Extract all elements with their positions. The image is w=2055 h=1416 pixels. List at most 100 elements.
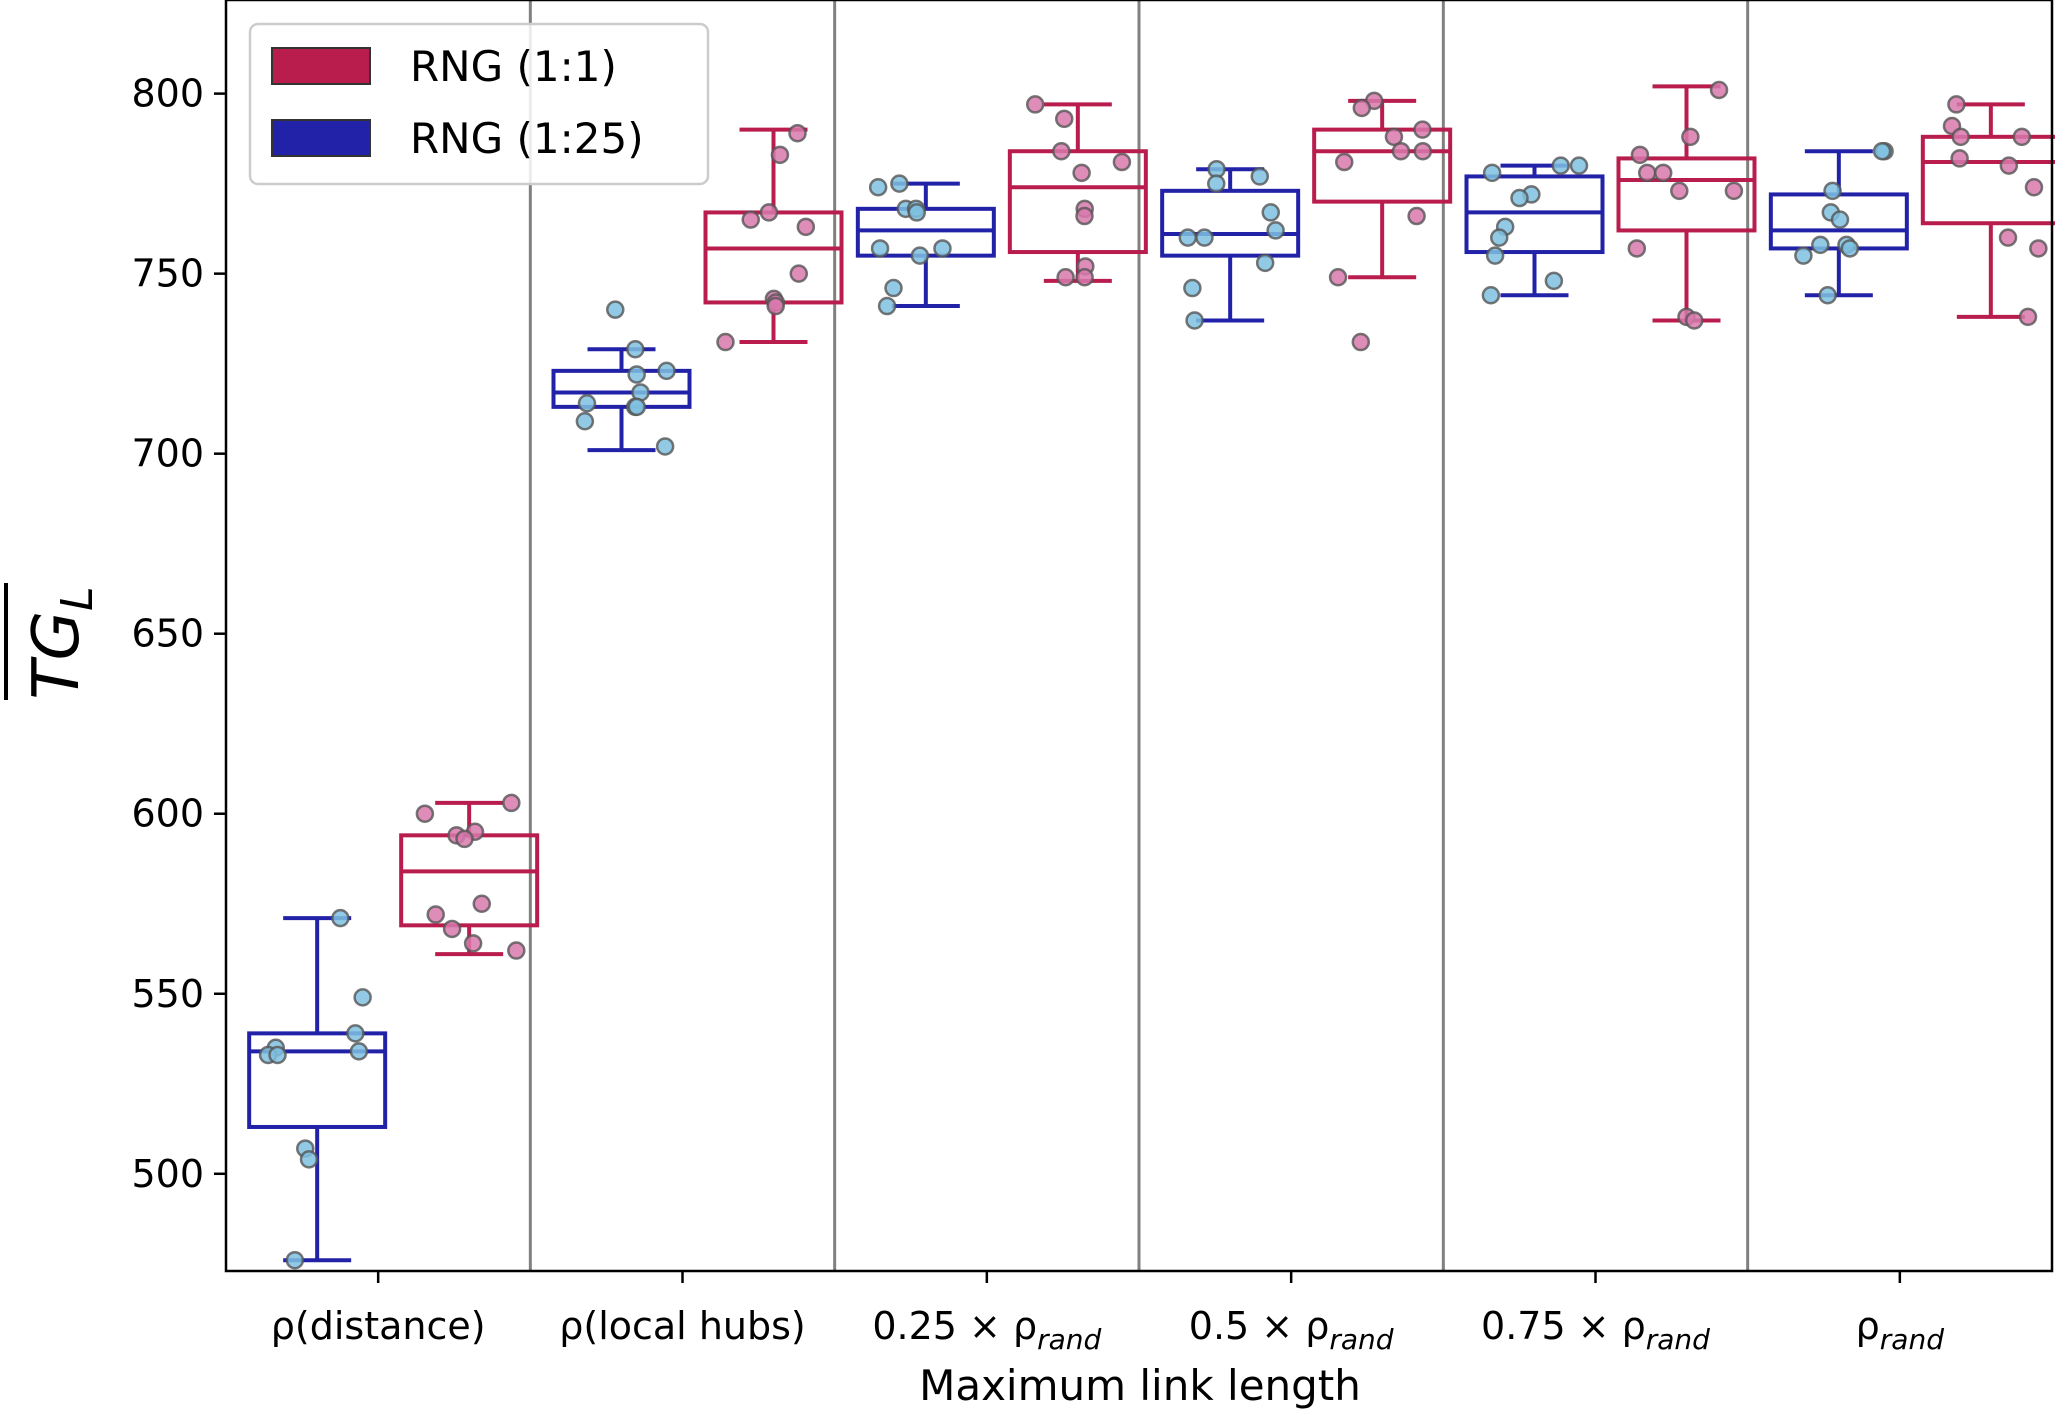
data-point	[285, 1250, 305, 1270]
box-series	[247, 84, 2055, 1263]
data-point	[1075, 267, 1094, 287]
data-point	[2012, 127, 2032, 147]
y-tick-label: 800	[131, 72, 204, 116]
series-1-boxes	[399, 84, 2055, 957]
box-iqr	[703, 210, 844, 305]
data-point	[268, 1045, 287, 1065]
data-point	[1183, 278, 1202, 298]
x-tick-label-subscript: rand	[1037, 1323, 1101, 1356]
y-axis-title-subscript: L	[52, 586, 103, 611]
box-iqr	[551, 368, 692, 409]
data-point	[1569, 156, 1589, 175]
data-point	[1485, 246, 1505, 265]
data-point	[349, 1042, 369, 1061]
box-iqr	[399, 833, 540, 928]
data-point	[1261, 203, 1280, 222]
data-point	[1794, 246, 1813, 265]
data-point	[884, 278, 903, 298]
y-tick-label: 500	[131, 1152, 204, 1196]
legend: RNG (1:1) RNG (1:25)	[248, 22, 710, 186]
data-point	[346, 1024, 365, 1043]
data-point	[933, 239, 952, 258]
data-point	[1195, 228, 1214, 247]
data-point	[1830, 210, 1850, 229]
data-point	[1998, 228, 2018, 247]
data-point	[455, 829, 474, 849]
box-1-3	[1007, 102, 1148, 283]
y-axis-title-text: TGL	[20, 586, 103, 699]
plot-border	[224, 0, 2054, 1273]
y-tick-label: 700	[131, 432, 204, 476]
x-tick-label: ρrand	[1856, 1304, 1945, 1356]
y-axis-title: TGL	[4, 583, 103, 700]
data-point	[1413, 141, 1433, 161]
data-point	[1684, 311, 1704, 330]
box-2-1	[247, 916, 388, 1263]
data-point	[1544, 271, 1564, 291]
x-tick-label-main: 0.75 × ρ	[1481, 1304, 1646, 1348]
y-axis-title-main: TG	[20, 611, 94, 700]
x-axis: ρ(distance) ρ(local hubs) 0.25 × ρrand 0.5 …	[271, 1271, 1944, 1356]
data-point	[606, 300, 625, 319]
data-point	[1947, 95, 1966, 114]
data-point	[910, 246, 930, 265]
box-iqr	[1007, 149, 1148, 255]
data-point	[1075, 206, 1094, 226]
legend-swatch	[271, 47, 371, 85]
x-tick-label-subscript: rand	[1329, 1323, 1393, 1356]
data-point	[299, 1150, 319, 1169]
data-point	[1999, 156, 2019, 175]
x-tick-label: ρ(distance)	[271, 1304, 486, 1348]
y-axis: 500 550 600 650 700 750 800	[131, 72, 226, 1196]
data-point	[1072, 163, 1091, 183]
data-point	[716, 332, 735, 352]
data-point	[2029, 239, 2048, 258]
data-point	[1670, 181, 1689, 201]
data-point	[766, 296, 785, 316]
data-point	[1950, 149, 1969, 168]
x-tick-label-main: ρ(distance)	[271, 1304, 486, 1348]
category-separators	[528, 0, 1750, 1271]
data-point	[1840, 239, 1860, 258]
data-point	[870, 239, 890, 258]
data-point	[1207, 174, 1226, 193]
data-point	[1266, 221, 1285, 240]
data-point	[463, 934, 483, 953]
data-point	[1413, 120, 1432, 139]
data-point	[2024, 177, 2044, 197]
series-1-points	[415, 80, 2048, 960]
x-tick-label: ρ(local hubs)	[559, 1304, 805, 1348]
data-point	[331, 908, 350, 928]
data-point	[627, 397, 647, 417]
data-point	[796, 217, 816, 237]
legend-label: RNG (1:1)	[410, 42, 617, 91]
data-point	[353, 988, 372, 1007]
box-1-5	[1616, 84, 1757, 323]
series-2-boxes	[247, 149, 1909, 1263]
data-point	[502, 793, 521, 813]
data-point	[1328, 267, 1348, 287]
data-point	[415, 804, 435, 823]
data-point	[1627, 239, 1647, 258]
plot-frame	[224, 0, 2054, 1273]
data-point	[1391, 141, 1411, 161]
data-point	[1818, 285, 1837, 305]
box-iqr	[1160, 188, 1301, 258]
data-point	[426, 905, 445, 924]
data-point	[472, 894, 492, 913]
data-point	[741, 210, 760, 229]
data-point	[1482, 163, 1502, 183]
x-tick-label: 0.5 × ρrand	[1189, 1304, 1394, 1356]
data-point	[1823, 181, 1842, 201]
x-tick-label: 0.75 × ρrand	[1481, 1304, 1710, 1356]
data-point	[1056, 267, 1075, 287]
data-points	[258, 80, 2048, 1270]
y-tick-label: 650	[131, 612, 204, 656]
data-point	[655, 437, 675, 456]
legend-label: RNG (1:25)	[410, 114, 644, 163]
data-point	[1335, 152, 1354, 172]
data-point	[759, 203, 779, 222]
x-tick-label-subscript: rand	[1880, 1323, 1944, 1356]
box-iqr	[1616, 156, 1757, 233]
